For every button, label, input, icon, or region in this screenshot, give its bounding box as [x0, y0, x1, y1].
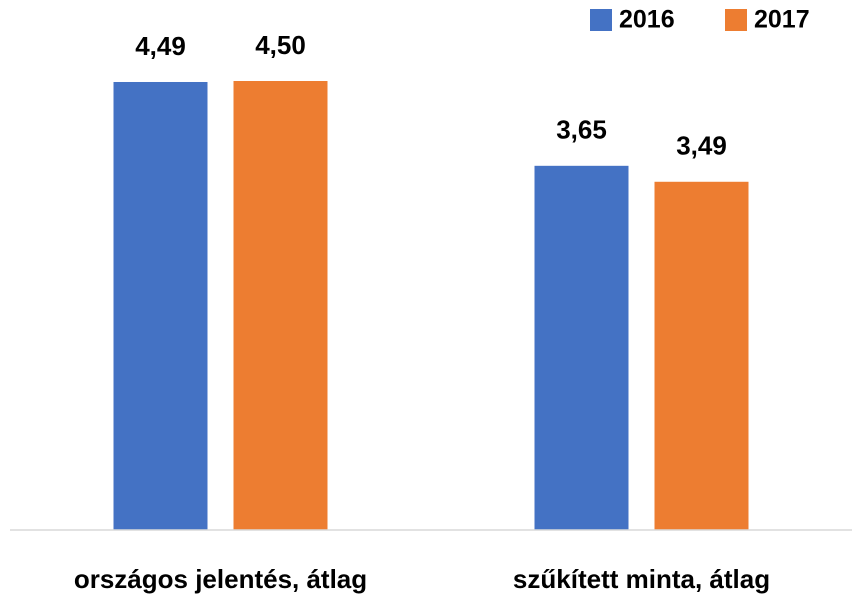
bar [654, 181, 749, 530]
bar [534, 165, 629, 531]
legend-swatch [590, 9, 612, 31]
x-tick-label: szűkített minta, átlag [513, 564, 770, 594]
value-label: 3,65 [556, 115, 607, 145]
legend-swatch [725, 9, 747, 31]
value-label: 3,49 [676, 131, 727, 161]
value-label: 4,49 [135, 31, 186, 61]
legend-label: 2017 [754, 6, 810, 34]
x-tick-label: országos jelentés, átlag [74, 564, 367, 594]
bar [113, 81, 208, 531]
legend-label: 2016 [619, 6, 675, 34]
bar [233, 81, 328, 530]
value-label: 4,50 [255, 30, 306, 60]
